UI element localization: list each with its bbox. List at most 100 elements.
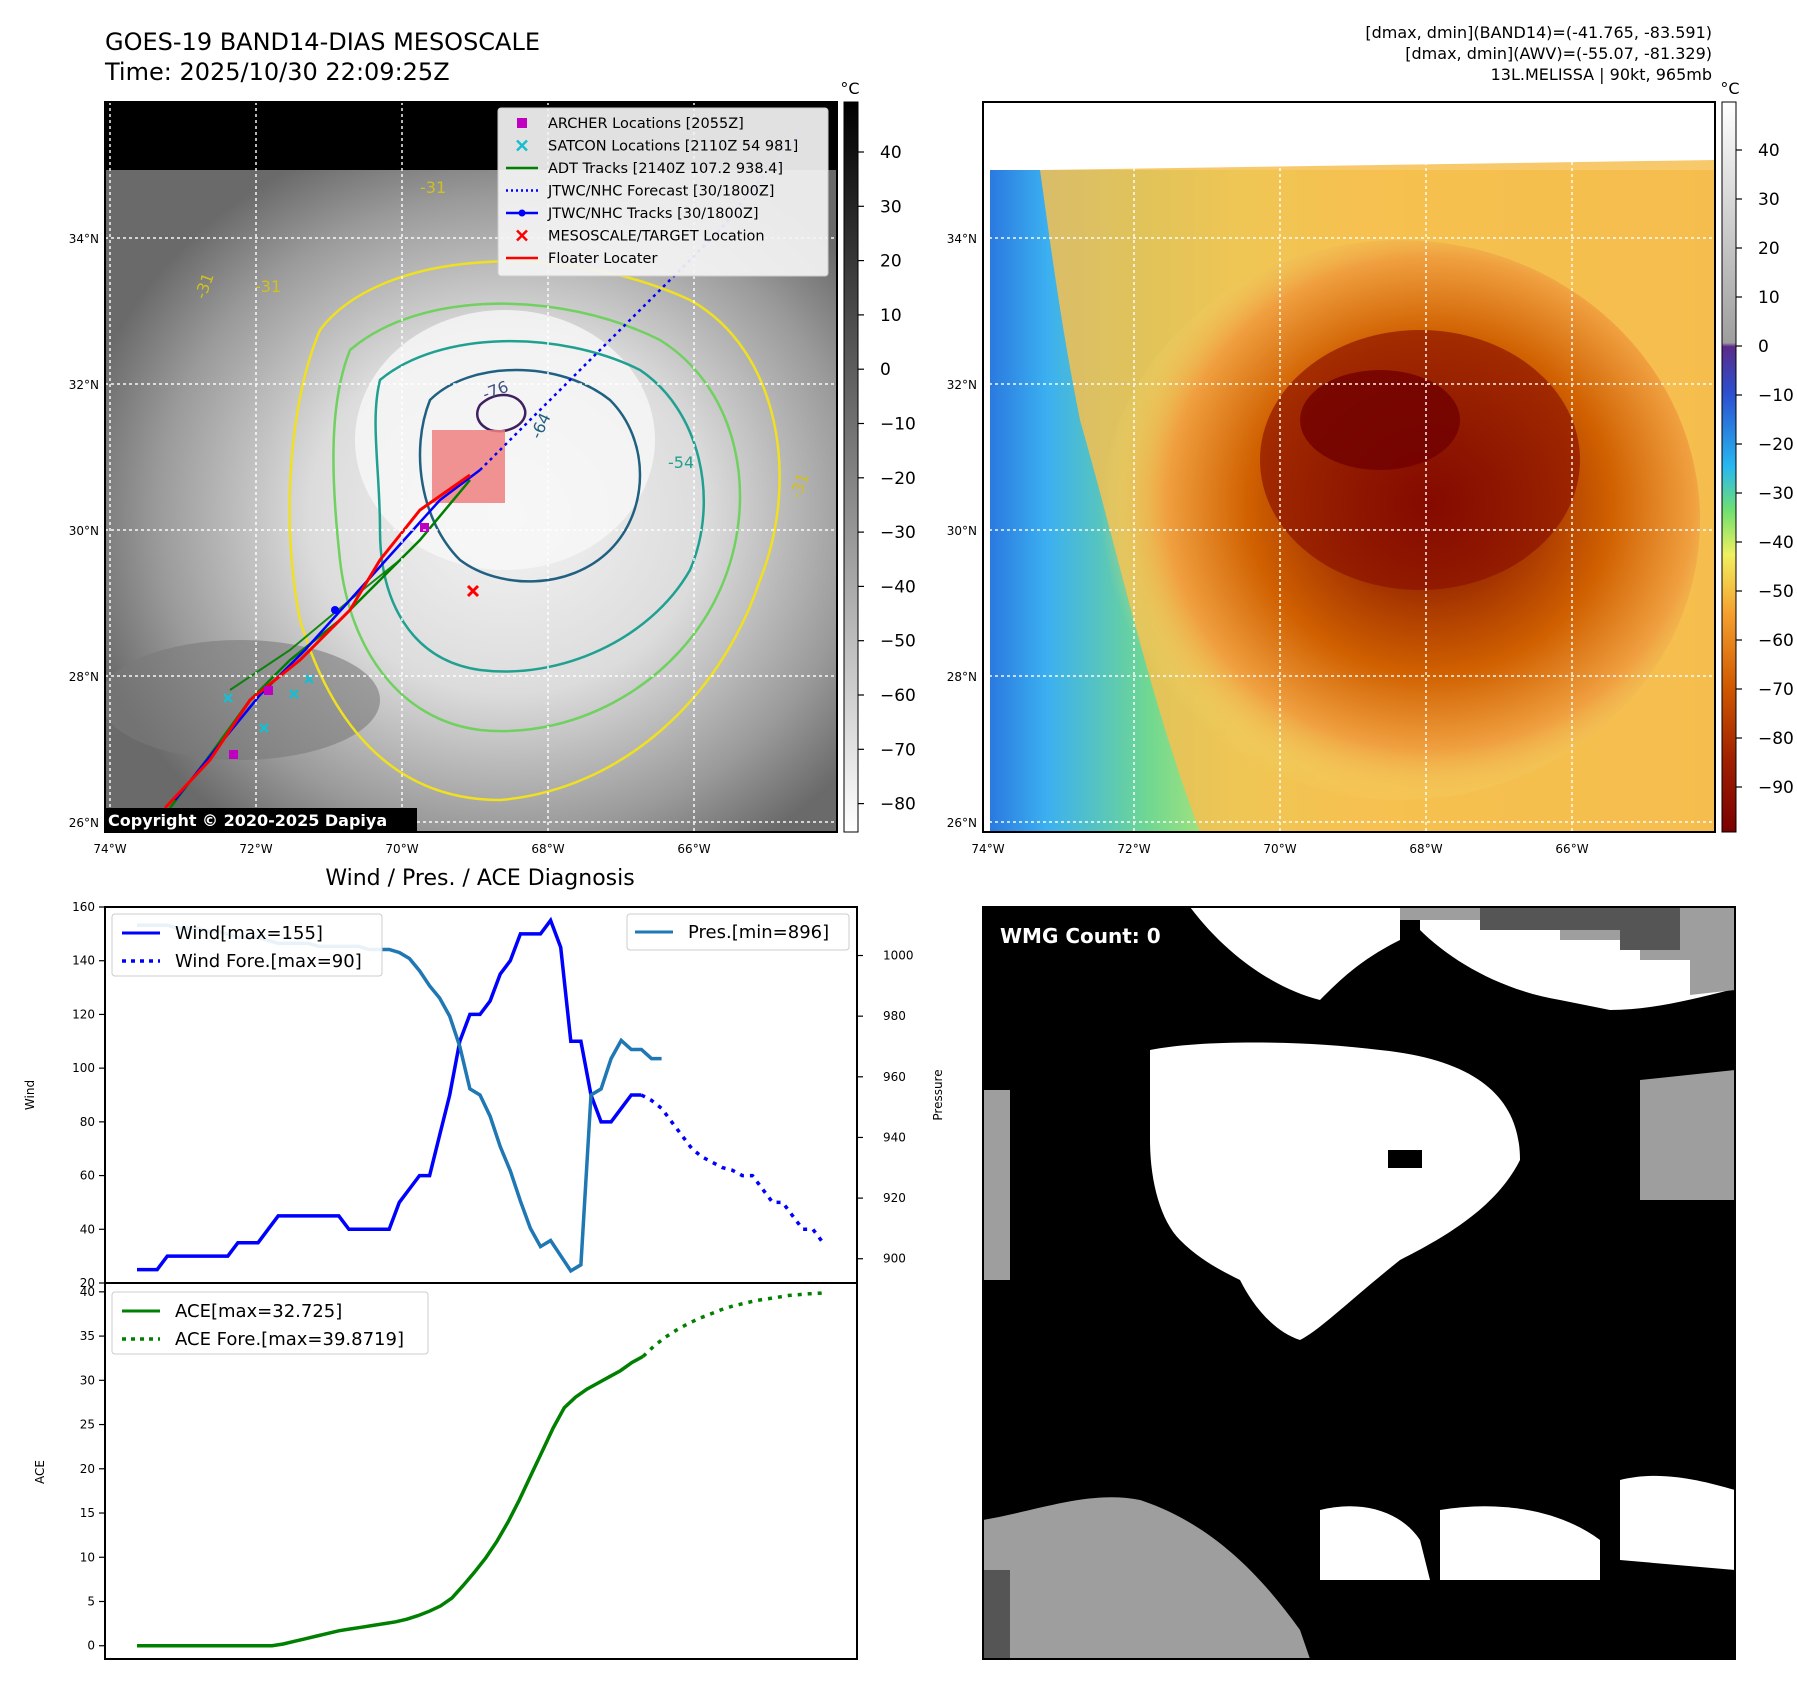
legend-ace-forecast: ACE Fore.[max=39.8719]	[175, 1329, 404, 1350]
colorbar-tick-label: 30	[1758, 190, 1780, 210]
awv-map-panel	[983, 102, 1715, 832]
lat-label: 30°N	[947, 524, 977, 538]
colorbar-tick-label: −50	[1758, 582, 1794, 602]
lat-label: 32°N	[69, 378, 99, 392]
wmg-panel: WMG Count: 0	[982, 906, 1736, 1660]
figure-title: GOES-19 BAND14-DIAS MESOSCALE	[105, 28, 540, 56]
lat-label: 32°N	[947, 378, 977, 392]
legend-item: ARCHER Locations [2055Z]	[517, 116, 744, 132]
lon-label: 72°W	[239, 842, 272, 856]
lat-label: 34°N	[947, 232, 977, 246]
legend-label: SATCON Locations [2110Z 54 981]	[548, 139, 798, 155]
wind-legend: Wind[max=155] Wind Fore.[max=90]	[111, 913, 383, 977]
ace-tick-label: 5	[87, 1594, 95, 1608]
wind-tick-label: 20	[80, 1276, 95, 1290]
wind-tick-label: 160	[72, 900, 95, 914]
awv-map-frame	[982, 101, 1716, 833]
legend-wind: Wind[max=155]	[175, 923, 323, 944]
colorbar-tick-label: −70	[880, 740, 916, 760]
lat-label: 30°N	[69, 524, 99, 538]
colorbar-tick-label: 10	[1758, 288, 1780, 308]
colorbar-tick-label: 20	[1758, 239, 1780, 259]
wind-tick-label: 100	[72, 1061, 95, 1075]
colorbar-tick-label: −10	[1758, 386, 1794, 406]
pressure-tick-label: 1000	[883, 949, 914, 963]
colorbar-tick-label: 0	[1758, 337, 1769, 357]
lat-label: 28°N	[947, 670, 977, 684]
colorbar-tick-label: −30	[880, 523, 916, 543]
wind-tick-label: 140	[72, 954, 95, 968]
colorbar-tick-label: −20	[1758, 435, 1794, 455]
legend-label: ARCHER Locations [2055Z]	[548, 116, 744, 132]
wind-axis-label: Wind	[23, 1080, 37, 1110]
ace-tick-label: 15	[80, 1506, 95, 1520]
colorbar-tick-label: 40	[1758, 141, 1780, 161]
legend-item: SATCON Locations [2110Z 54 981]	[516, 139, 798, 155]
lon-label: 70°W	[385, 842, 418, 856]
lon-label: 72°W	[1117, 842, 1150, 856]
contour-label: -31	[255, 277, 281, 296]
ir-map-frame	[104, 101, 838, 833]
legend-label: ADT Tracks [2140Z 107.2 938.4]	[548, 161, 783, 177]
lon-label: 74°W	[971, 842, 1004, 856]
colorbar-tick-label: −10	[880, 415, 916, 435]
colorbar-tick-label: −60	[880, 686, 916, 706]
legend-item: JTWC/NHC Forecast [30/1800Z]	[506, 184, 774, 200]
info-awv: [dmax, dmin](AWV)=(-55.07, -81.329)	[1405, 44, 1712, 63]
colorbar-tick-label: −50	[880, 632, 916, 652]
legend-label: MESOSCALE/TARGET Location	[548, 229, 765, 245]
color-colorbar-unit: °C	[1720, 79, 1739, 98]
colorbar-tick-label: 0	[880, 360, 891, 380]
ace-tick-label: 10	[80, 1550, 95, 1564]
gray-colorbar-unit: °C	[840, 79, 859, 98]
figure-time: Time: 2025/10/30 22:09:25Z	[104, 58, 450, 86]
lat-label: 26°N	[69, 816, 99, 830]
colorbar-tick-label: −40	[1758, 533, 1794, 553]
lat-label: 34°N	[69, 232, 99, 246]
pressure-tick-label: 900	[883, 1252, 906, 1266]
lon-label: 66°W	[1555, 842, 1588, 856]
contour-label: -31	[420, 178, 446, 197]
lat-label: 26°N	[947, 816, 977, 830]
legend-label: Floater Locater	[548, 251, 657, 267]
colorbar-tick-label: −20	[880, 469, 916, 489]
legend-item: MESOSCALE/TARGET Location	[516, 229, 765, 245]
legend-label: JTWC/NHC Tracks [30/1800Z]	[547, 206, 759, 222]
lon-label: 74°W	[93, 842, 126, 856]
info-band14: [dmax, dmin](BAND14)=(-41.765, -83.591)	[1365, 23, 1712, 42]
colorbar-tick-label: 30	[880, 197, 902, 217]
info-storm: 13L.MELISSA | 90kt, 965mb	[1491, 65, 1712, 84]
colorbar-tick-label: −30	[1758, 484, 1794, 504]
colorbar-tick-label: −70	[1758, 680, 1794, 700]
lon-label: 70°W	[1263, 842, 1296, 856]
colorbar-tick-label: 10	[880, 306, 902, 326]
ace-tick-label: 30	[80, 1373, 95, 1387]
ace-tick-label: 20	[80, 1462, 95, 1476]
pressure-tick-label: 960	[883, 1070, 906, 1084]
copyright: Copyright © 2020-2025 Dapiya	[108, 811, 387, 830]
wind-tick-label: 60	[80, 1169, 95, 1183]
ace-tick-label: 40	[80, 1285, 95, 1299]
colorbar-tick-label: −80	[880, 795, 916, 815]
colorbar-tick-label: −40	[880, 577, 916, 597]
pressure-axis-label: Pressure	[931, 1069, 945, 1120]
legend-item: Floater Locater	[506, 251, 657, 267]
wmg-count: WMG Count: 0	[1000, 924, 1161, 948]
ace-tick-label: 35	[80, 1329, 95, 1343]
series-line-wind-forecast	[640, 1093, 825, 1244]
gray-colorbar	[843, 101, 859, 833]
legend-pressure: Pres.[min=896]	[688, 922, 829, 943]
pressure-tick-label: 980	[883, 1009, 906, 1023]
legend-label: JTWC/NHC Forecast [30/1800Z]	[547, 184, 774, 200]
ace-tick-label: 25	[80, 1418, 95, 1432]
colorbar-tick-label: −90	[1758, 778, 1794, 798]
color-colorbar	[1721, 101, 1737, 833]
pressure-tick-label: 940	[883, 1130, 906, 1144]
lon-label: 68°W	[1409, 842, 1442, 856]
wind-tick-label: 120	[72, 1007, 95, 1021]
ace-axis-label: ACE	[33, 1460, 47, 1484]
series-line-ace	[137, 1354, 644, 1648]
legend-item: JTWC/NHC Tracks [30/1800Z]	[506, 206, 759, 222]
